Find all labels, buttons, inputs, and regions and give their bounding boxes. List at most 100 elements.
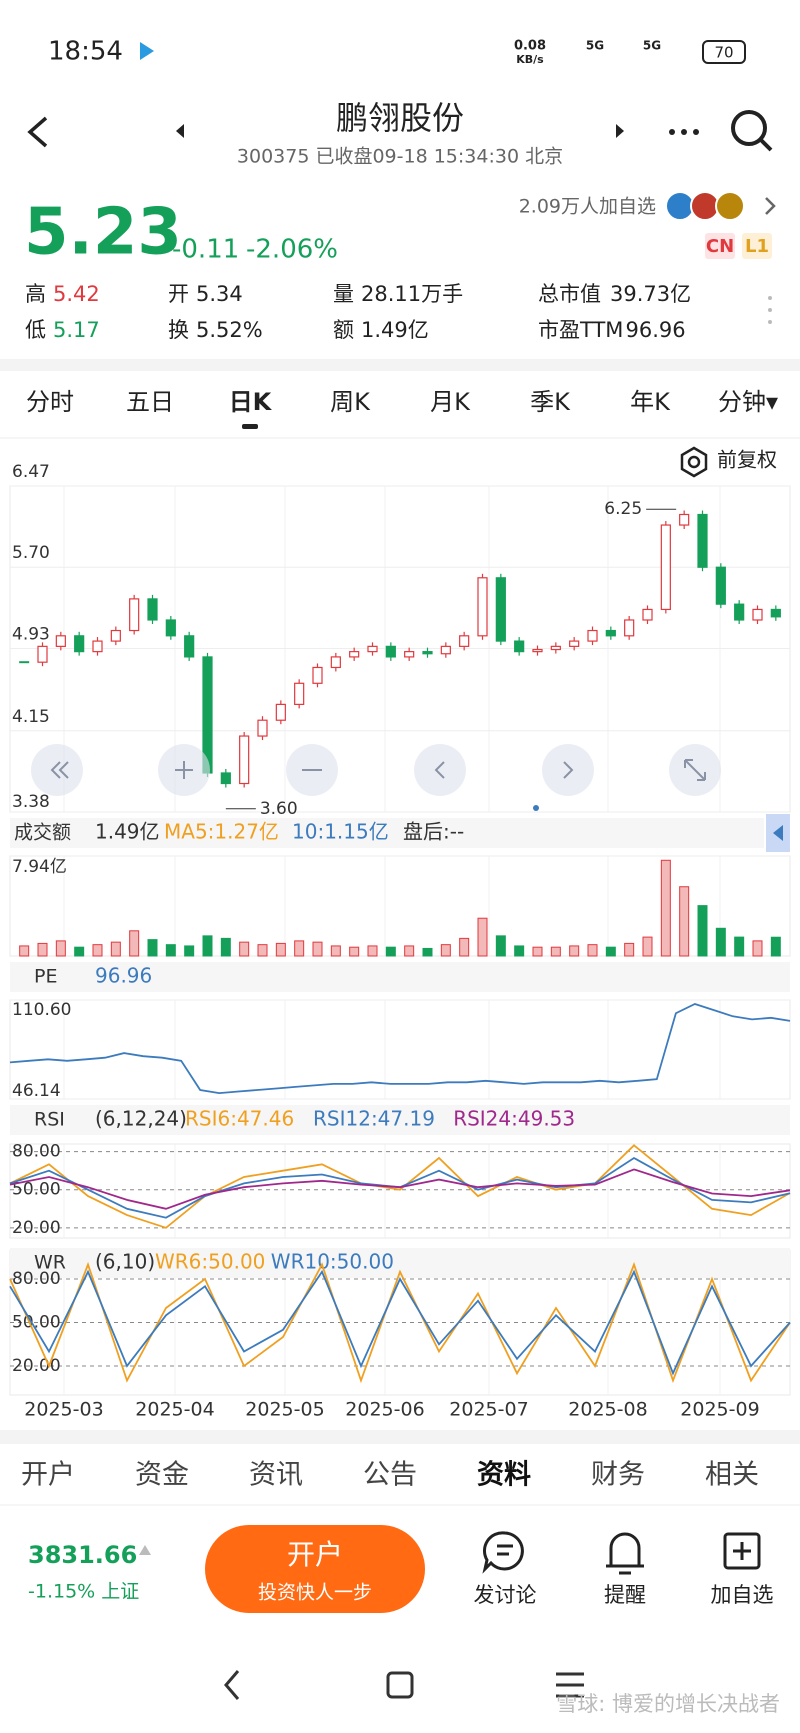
stat-value: 5.42 xyxy=(53,282,100,306)
x-tick-label: 2025-09 xyxy=(680,1399,759,1421)
period-tab[interactable]: 分钟▾ xyxy=(718,388,778,416)
legend-entry: WR6:50.00 xyxy=(155,1250,265,1274)
volume-bar xyxy=(349,946,360,957)
volume-bar xyxy=(202,935,213,957)
section-tab[interactable]: 资金 xyxy=(135,1460,189,1491)
prev-stock[interactable] xyxy=(176,124,184,138)
alert-icon[interactable] xyxy=(606,1532,644,1575)
x-tick-label: 2025-08 xyxy=(568,1399,647,1421)
volume-bar xyxy=(605,946,616,957)
section-tab[interactable]: 财务 xyxy=(591,1460,645,1491)
period-tab[interactable]: 季K xyxy=(530,388,571,416)
price-change-pct: -2.06% xyxy=(246,235,338,265)
stat-value: 5.17 xyxy=(53,318,100,342)
volume-bar xyxy=(404,945,415,957)
stat-label: 额 xyxy=(333,318,354,342)
volume-bar xyxy=(660,859,671,957)
period-tab[interactable]: 日K xyxy=(229,388,273,416)
ctrl-glyph xyxy=(434,761,445,779)
period-tab[interactable]: 周K xyxy=(330,388,371,416)
y-tick-label: 80.00 xyxy=(12,1142,61,1162)
candle xyxy=(184,635,195,658)
volume-bar xyxy=(459,937,470,957)
stat-value: 5.34 xyxy=(196,282,243,306)
indicator-name: 成交额 xyxy=(14,822,71,844)
volume-bar xyxy=(532,946,543,957)
action-label[interactable]: 提醒 xyxy=(604,1583,646,1607)
volume-bar xyxy=(587,944,598,957)
candle xyxy=(569,640,580,647)
followers-more[interactable] xyxy=(765,197,776,215)
open-button-subtitle[interactable]: 投资快人一步 xyxy=(258,1582,372,1604)
chart-control[interactable] xyxy=(542,744,594,796)
search-button[interactable] xyxy=(731,110,773,152)
period-tab[interactable]: 月K xyxy=(430,388,471,416)
legend-entry: WR10:50.00 xyxy=(271,1250,394,1274)
volume-bar xyxy=(37,942,48,957)
section-tab[interactable]: 相关 xyxy=(705,1460,759,1491)
period-tab[interactable]: 分时 xyxy=(26,388,74,416)
open-button-title[interactable]: 开户 xyxy=(287,1538,343,1571)
volume-bar xyxy=(92,944,103,957)
more-button[interactable] xyxy=(669,129,699,135)
volume-bar xyxy=(477,917,488,957)
nav-menu[interactable] xyxy=(556,1672,584,1698)
indicator-name: PE xyxy=(34,966,57,988)
battery xyxy=(702,40,746,64)
add-watch-icon[interactable] xyxy=(723,1532,761,1570)
candle xyxy=(550,645,561,651)
section-tab[interactable]: 开户 xyxy=(21,1460,75,1491)
divider xyxy=(0,359,800,371)
candle xyxy=(220,772,231,785)
x-tick-label: 2025-06 xyxy=(345,1399,424,1421)
avatar xyxy=(715,191,745,221)
y-tick-label: 80.00 xyxy=(12,1269,61,1289)
ctrl-glyph xyxy=(684,759,706,781)
indicator-header xyxy=(10,1105,790,1135)
candle xyxy=(770,608,781,618)
adjust-toggle[interactable]: 前复权 xyxy=(717,448,777,472)
back-button[interactable] xyxy=(27,116,48,148)
volume-bar xyxy=(275,942,286,957)
chart-control[interactable] xyxy=(31,744,83,796)
section-tab[interactable]: 资讯 xyxy=(249,1460,303,1491)
candle xyxy=(55,635,66,647)
period-tab[interactable]: 年K xyxy=(630,388,671,416)
volume-bar xyxy=(440,944,451,957)
volume-bar xyxy=(514,945,525,957)
period-tab[interactable]: 五日 xyxy=(126,388,174,416)
open-account-button[interactable] xyxy=(205,1525,425,1613)
candle xyxy=(404,651,415,658)
clock: 18:54 xyxy=(48,37,123,67)
indicator-line xyxy=(9,1168,791,1210)
candle xyxy=(257,719,268,737)
volume-bar xyxy=(312,941,323,957)
discuss-icon[interactable] xyxy=(482,1531,524,1574)
nav-home[interactable] xyxy=(386,1671,414,1699)
nav-back[interactable] xyxy=(224,1670,240,1700)
volume-bar xyxy=(184,945,195,957)
chart-control[interactable] xyxy=(414,744,466,796)
section-tab[interactable]: 公告 xyxy=(363,1460,417,1491)
candle xyxy=(459,635,470,647)
next-stock[interactable] xyxy=(616,124,624,138)
candle xyxy=(422,651,433,655)
volume-bar xyxy=(55,940,66,957)
stat-value: 96.96 xyxy=(626,318,686,342)
volume-bar xyxy=(569,945,580,957)
candle xyxy=(440,645,451,655)
candle xyxy=(37,645,48,663)
volume-bar xyxy=(330,945,341,957)
indicator-line xyxy=(9,1144,791,1229)
y-tick-label: 4.15 xyxy=(12,707,50,727)
stat-label: 低 xyxy=(25,318,46,342)
stat-label: 总市值 xyxy=(538,282,601,306)
section-tab[interactable]: 资料 xyxy=(477,1460,531,1491)
volume-bar xyxy=(679,886,690,957)
settings-icon[interactable] xyxy=(680,446,708,478)
action-label[interactable]: 加自选 xyxy=(711,1583,774,1607)
candle xyxy=(367,645,378,653)
action-label[interactable]: 发讨论 xyxy=(474,1583,537,1607)
index-change: -1.15% 上证 xyxy=(28,1581,139,1603)
